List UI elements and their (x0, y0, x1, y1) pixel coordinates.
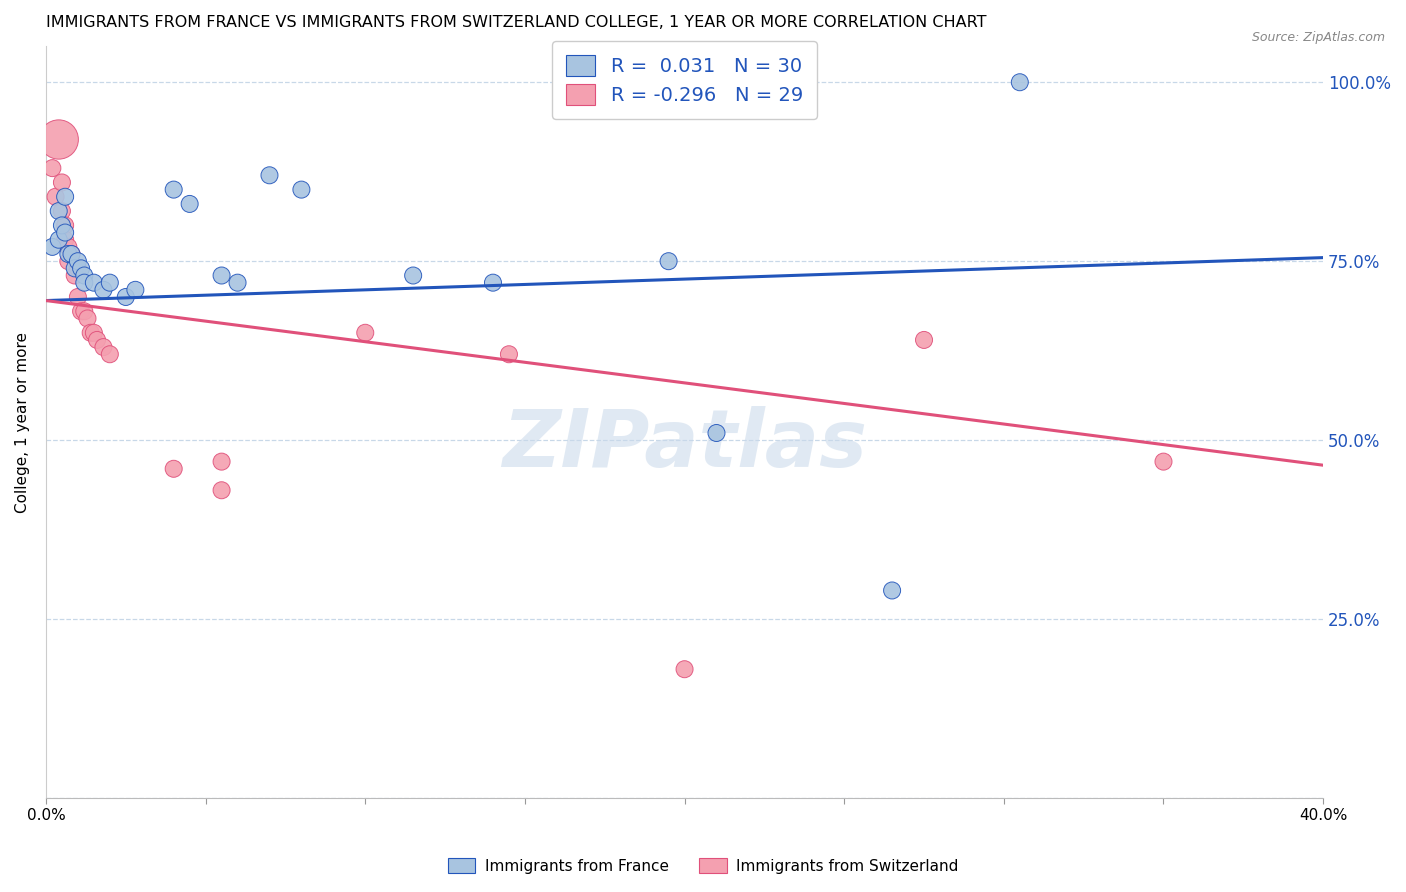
Point (58, 254, 80, 268)
Point (86, 333, 108, 347)
Point (259, 169, 281, 183)
Point (53, 233, 76, 247)
Point (354, 326, 377, 340)
Point (658, 254, 681, 268)
Point (45, 190, 67, 204)
Text: Source: ZipAtlas.com: Source: ZipAtlas.com (1251, 31, 1385, 45)
Point (53, 226, 76, 240)
Point (60, 247, 83, 261)
Point (48, 233, 70, 247)
Legend: Immigrants from France, Immigrants from Switzerland: Immigrants from France, Immigrants from … (441, 852, 965, 880)
Point (70, 304, 93, 318)
Text: IMMIGRANTS FROM FRANCE VS IMMIGRANTS FROM SWITZERLAND COLLEGE, 1 YEAR OR MORE CO: IMMIGRANTS FROM FRANCE VS IMMIGRANTS FRO… (46, 15, 987, 30)
Point (63, 261, 86, 276)
Point (880, 583, 903, 598)
Point (482, 276, 505, 290)
Point (1153, 455, 1175, 469)
Point (53, 190, 76, 204)
Point (58, 240, 80, 254)
Point (66, 290, 89, 304)
Point (498, 347, 520, 361)
Point (98, 276, 121, 290)
Point (1008, 75, 1031, 89)
Point (60, 247, 83, 261)
Legend: R =  0.031   N = 30, R = -0.296   N = 29: R = 0.031 N = 30, R = -0.296 N = 29 (553, 41, 817, 119)
Point (76, 311, 98, 326)
Point (66, 254, 89, 268)
Point (73, 276, 96, 290)
Point (114, 290, 136, 304)
Point (211, 455, 233, 469)
Point (179, 197, 201, 211)
Point (79, 326, 101, 340)
Point (211, 268, 233, 283)
Point (41, 240, 63, 254)
Point (66, 261, 89, 276)
Point (124, 283, 146, 297)
Point (163, 462, 186, 476)
Point (706, 425, 728, 440)
Point (673, 662, 696, 676)
Point (290, 183, 312, 197)
Point (402, 268, 425, 283)
Point (211, 483, 233, 498)
Point (98, 347, 121, 361)
Y-axis label: College, 1 year or more: College, 1 year or more (15, 332, 30, 513)
Point (83, 276, 105, 290)
Point (93, 283, 115, 297)
Point (73, 268, 96, 283)
Point (53, 219, 76, 233)
Point (51, 176, 73, 190)
Point (48, 132, 70, 146)
Point (83, 326, 105, 340)
Point (41, 161, 63, 175)
Point (163, 183, 186, 197)
Point (51, 219, 73, 233)
Point (226, 276, 249, 290)
Point (48, 204, 70, 219)
Point (70, 261, 93, 276)
Point (51, 204, 73, 219)
Point (58, 247, 80, 261)
Point (73, 304, 96, 318)
Point (63, 268, 86, 283)
Point (912, 333, 935, 347)
Point (93, 340, 115, 354)
Text: ZIPatlas: ZIPatlas (502, 406, 868, 483)
